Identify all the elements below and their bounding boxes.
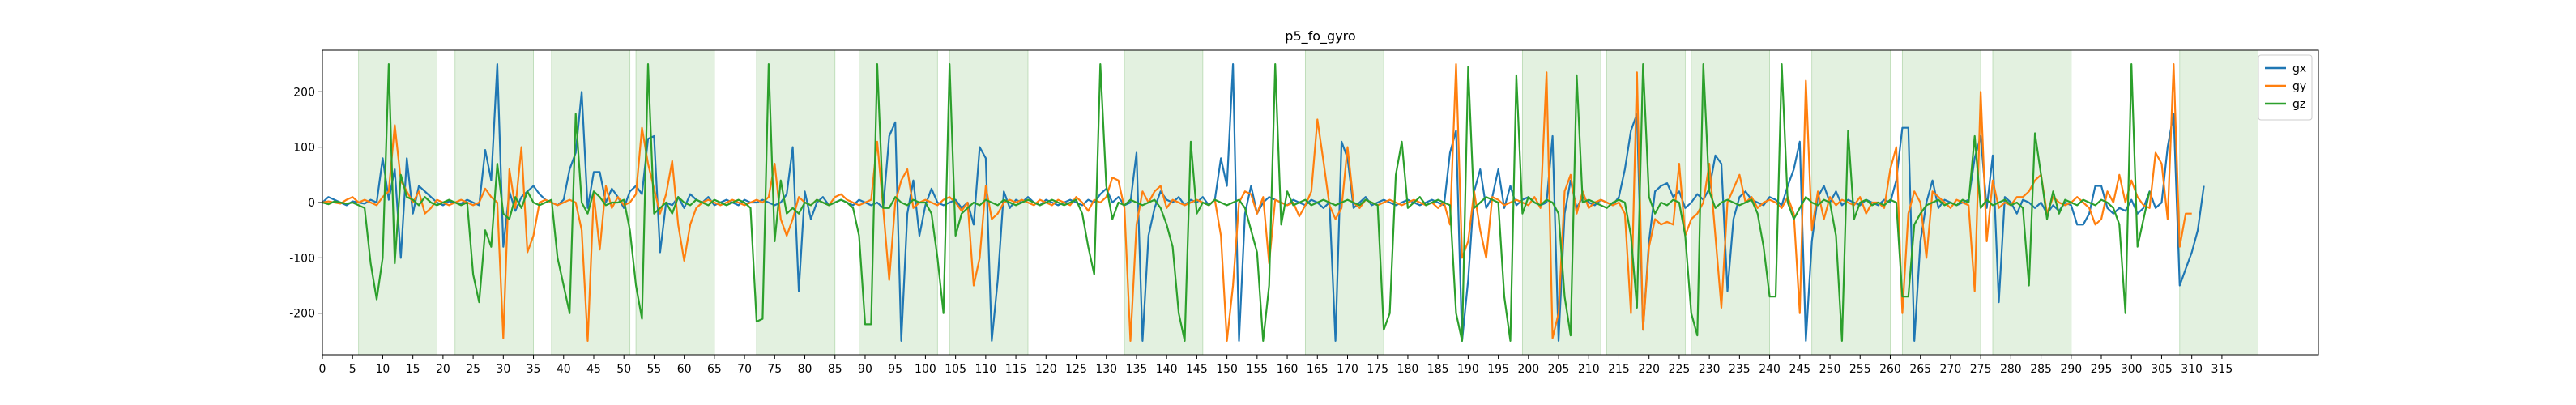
x-tick-label: 95: [888, 363, 902, 376]
x-tick-label: 45: [586, 363, 601, 376]
x-tick-label: 130: [1095, 363, 1117, 376]
x-tick-label: 125: [1065, 363, 1087, 376]
x-tick-label: 265: [1909, 363, 1931, 376]
x-tick-label: 195: [1487, 363, 1509, 376]
x-tick-label: 165: [1307, 363, 1329, 376]
x-tick-label: 315: [2211, 363, 2233, 376]
y-tick-label: 100: [293, 142, 315, 155]
x-tick-label: 215: [1608, 363, 1630, 376]
x-tick-label: 25: [466, 363, 480, 376]
legend-label-gx: gx: [2292, 62, 2306, 75]
x-tick-label: 190: [1457, 363, 1479, 376]
x-tick-label: 115: [1005, 363, 1027, 376]
x-tick-label: 110: [975, 363, 996, 376]
x-axis-ticks: 0 5 10 15 20 25 30 35 40 45 50 55 60 65 70 75 80 85 90 95 10…: [319, 355, 2233, 376]
x-tick-label: 275: [1970, 363, 1992, 376]
x-tick-label: 250: [1819, 363, 1841, 376]
legend-label-gz: gz: [2292, 98, 2305, 111]
x-tick-label: 305: [2151, 363, 2173, 376]
x-tick-label: 85: [828, 363, 842, 376]
x-tick-label: 285: [2030, 363, 2052, 376]
x-tick-label: 170: [1337, 363, 1358, 376]
y-axis-ticks: -200 -100 0 100 200: [289, 86, 322, 321]
x-tick-label: 290: [2060, 363, 2082, 376]
legend-label-gy: gy: [2292, 80, 2306, 93]
series-line-gz: [322, 63, 2151, 342]
x-tick-label: 295: [2091, 363, 2113, 376]
y-tick-label: -200: [289, 308, 315, 321]
x-tick-label: 210: [1578, 363, 1600, 376]
x-tick-label: 225: [1669, 363, 1691, 376]
x-tick-label: 35: [527, 363, 541, 376]
x-tick-label: 155: [1246, 363, 1268, 376]
x-tick-label: 140: [1156, 363, 1178, 376]
x-tick-label: 270: [1940, 363, 1962, 376]
x-tick-label: 280: [2000, 363, 2022, 376]
x-tick-label: 15: [406, 363, 420, 376]
x-tick-label: 65: [707, 363, 722, 376]
x-tick-label: 220: [1638, 363, 1660, 376]
x-tick-label: 40: [557, 363, 571, 376]
x-tick-label: 100: [915, 363, 936, 376]
x-tick-label: 5: [349, 363, 356, 376]
x-tick-label: 105: [945, 363, 966, 376]
x-tick-label: 90: [858, 363, 872, 376]
x-tick-label: 255: [1849, 363, 1871, 376]
x-tick-label: 20: [436, 363, 450, 376]
x-tick-label: 230: [1699, 363, 1721, 376]
x-tick-label: 0: [319, 363, 326, 376]
x-tick-label: 80: [798, 363, 812, 376]
shaded-span-15: [2179, 49, 2258, 356]
x-tick-label: 200: [1517, 363, 1539, 376]
legend: gx gy gz: [2258, 54, 2313, 121]
x-tick-label: 55: [647, 363, 662, 376]
x-tick-label: 135: [1126, 363, 1148, 376]
y-tick-label: 200: [293, 86, 315, 99]
x-tick-label: 185: [1427, 363, 1449, 376]
x-tick-label: 180: [1397, 363, 1419, 376]
x-tick-label: 120: [1035, 363, 1057, 376]
x-tick-label: 205: [1548, 363, 1570, 376]
x-tick-label: 260: [1879, 363, 1901, 376]
x-tick-label: 70: [737, 363, 752, 376]
x-tick-label: 235: [1729, 363, 1751, 376]
x-tick-label: 60: [677, 363, 692, 376]
x-tick-label: 10: [376, 363, 390, 376]
x-tick-label: 145: [1186, 363, 1208, 376]
x-tick-label: 160: [1277, 363, 1299, 376]
y-tick-label: 0: [308, 197, 315, 210]
x-tick-label: 300: [2121, 363, 2143, 376]
x-tick-label: 150: [1216, 363, 1238, 376]
x-tick-label: 75: [767, 363, 782, 376]
x-tick-label: 175: [1367, 363, 1388, 376]
series-lines: [322, 63, 2205, 342]
chart-title: p5_fo_gyro: [1285, 28, 1355, 45]
x-tick-label: 310: [2181, 363, 2203, 376]
x-tick-label: 245: [1789, 363, 1810, 376]
x-tick-label: 240: [1759, 363, 1781, 376]
x-tick-label: 50: [616, 363, 631, 376]
x-tick-label: 30: [496, 363, 510, 376]
y-tick-label: -100: [289, 252, 315, 265]
